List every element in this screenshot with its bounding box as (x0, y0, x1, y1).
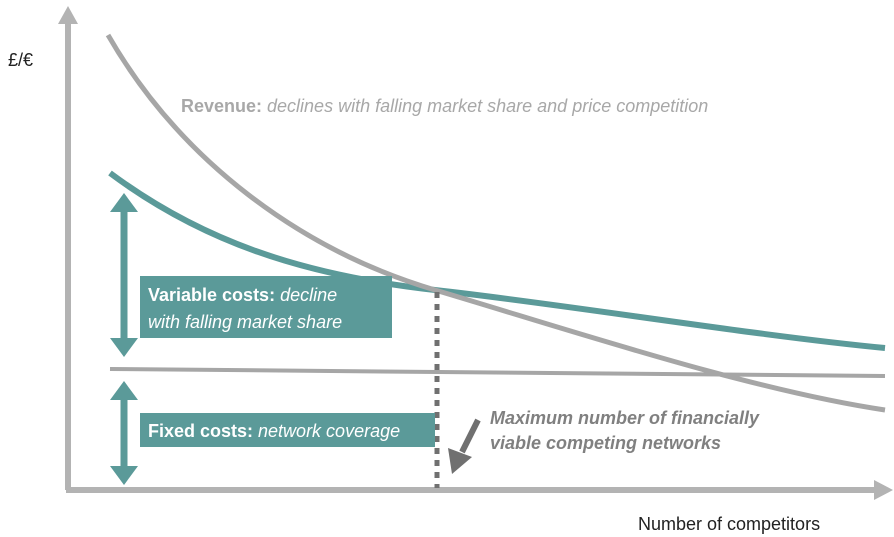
fixed-costs-label: Fixed costs: network coverage (148, 421, 400, 441)
fixed-costs-description: network coverage (258, 421, 400, 441)
arrow-head (110, 193, 138, 212)
arrow-head (110, 466, 138, 485)
variable-costs-description: decline (280, 285, 337, 305)
revenue-curve (105, 33, 886, 413)
y-axis-arrow (58, 6, 78, 24)
variable-costs-box (140, 276, 392, 338)
fixed-costs-box (140, 413, 435, 447)
annotation-line: viable competing networks (490, 433, 721, 453)
arrow-head (110, 338, 138, 357)
y-axis-label: £/€ (8, 50, 33, 70)
revenue-title: Revenue: (181, 96, 262, 116)
annotation-arrow-head (448, 448, 472, 474)
variable-costs-title: Variable costs: (148, 285, 275, 305)
variable-costs-description: with falling market share (148, 312, 342, 332)
fixed-costs-title: Fixed costs: (148, 421, 253, 441)
annotation-line: Maximum number of financially (490, 408, 760, 428)
variable-costs-label: Variable costs: decline (148, 285, 337, 305)
revenue-label: Revenue: declines with falling market sha… (181, 96, 708, 116)
x-axis-arrow (874, 480, 893, 500)
revenue-description: declines with falling market share and p… (267, 96, 708, 116)
arrow-head (110, 381, 138, 400)
annotation-arrow (459, 418, 481, 454)
fixed-cost-line (109, 367, 886, 378)
x-axis-label: Number of competitors (638, 514, 820, 534)
